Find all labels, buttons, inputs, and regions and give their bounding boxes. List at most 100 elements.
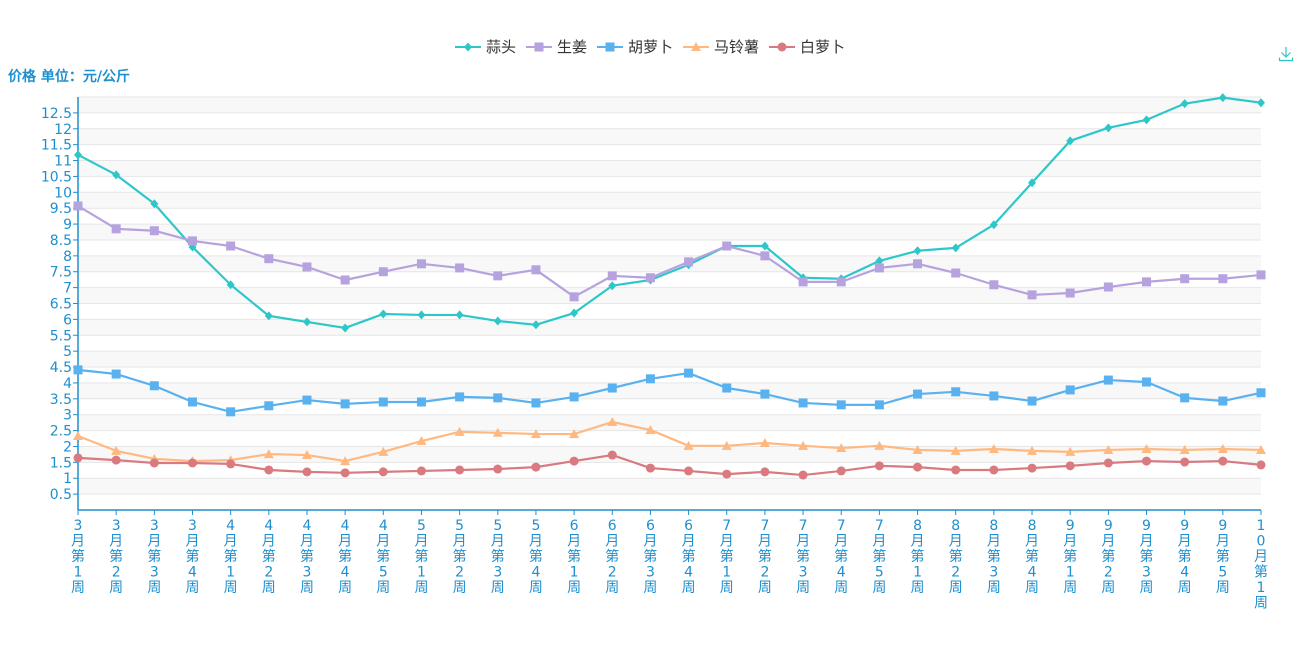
y-tick-label: 3.5: [50, 392, 72, 408]
data-point: [455, 263, 465, 273]
data-point: [760, 241, 769, 251]
data-point: [1027, 396, 1037, 406]
data-point: [264, 465, 274, 475]
series-line: [77, 368, 1262, 413]
x-tick-label: 8 月第 4 周: [1025, 518, 1039, 596]
data-point: [951, 465, 961, 475]
grid-band: [78, 351, 1261, 368]
data-point: [645, 273, 655, 283]
data-point: [1028, 178, 1037, 188]
x-tick-label: 7 月第 3 周: [796, 518, 810, 596]
x-tick-label: 7 月第 5 周: [872, 518, 886, 596]
data-point: [493, 393, 503, 403]
legend-item[interactable]: 胡萝卜: [596, 36, 673, 57]
data-point: [989, 280, 999, 290]
data-point: [836, 277, 846, 287]
legend-item[interactable]: 马铃薯: [683, 36, 759, 57]
data-point: [416, 259, 426, 269]
data-point: [1257, 98, 1265, 108]
series-line: [77, 420, 1262, 463]
data-point: [875, 256, 884, 266]
y-tick-label: 5.5: [50, 328, 72, 344]
data-point: [608, 281, 617, 291]
series-line: [77, 205, 1262, 298]
data-point: [1142, 115, 1151, 125]
grid-band: [78, 160, 1261, 177]
square-icon: [525, 42, 552, 51]
grid-band: [78, 414, 1261, 431]
data-point: [1256, 270, 1266, 280]
grid-band: [78, 192, 1261, 209]
y-tick-label: 12.5: [41, 106, 72, 122]
data-point: [493, 271, 503, 281]
data-point: [836, 466, 846, 476]
data-point: [913, 389, 923, 399]
data-point: [187, 397, 197, 407]
data-point: [1218, 456, 1228, 466]
data-point: [607, 416, 618, 426]
data-point: [73, 453, 83, 463]
data-point: [684, 368, 694, 378]
data-point: [340, 275, 350, 285]
data-point: [264, 311, 273, 321]
data-point: [1218, 396, 1228, 406]
data-point: [1142, 456, 1152, 466]
data-point: [531, 265, 541, 275]
data-point: [1065, 461, 1075, 471]
data-point: [187, 236, 197, 246]
data-point: [836, 443, 847, 453]
legend-label: 马铃薯: [714, 38, 760, 56]
data-point: [913, 246, 922, 256]
data-point: [874, 400, 884, 410]
y-tick-label: 10: [54, 185, 72, 201]
data-point: [1065, 446, 1076, 456]
data-point: [836, 400, 846, 410]
series-4: [73, 450, 1266, 480]
y-tick-label: 11.5: [41, 138, 72, 154]
data-point: [951, 387, 961, 397]
data-point: [111, 224, 121, 234]
legend-item[interactable]: 生姜: [525, 36, 587, 57]
data-point: [455, 310, 464, 320]
data-point: [1103, 458, 1113, 468]
data-point: [989, 465, 999, 475]
data-point: [570, 308, 579, 318]
x-tick-label: 3 月第 2 周: [109, 518, 123, 596]
data-point: [149, 381, 159, 391]
data-point: [1027, 290, 1037, 300]
data-point: [416, 436, 427, 446]
data-point: [493, 464, 503, 474]
data-point: [340, 456, 351, 466]
grid-band: [78, 97, 1261, 113]
data-point: [569, 292, 579, 302]
x-tick-label: 6 月第 1 周: [567, 518, 581, 596]
x-tick-label: 6 月第 4 周: [682, 518, 696, 596]
data-point: [454, 426, 465, 436]
data-point: [645, 463, 655, 473]
data-point: [1141, 444, 1152, 454]
data-point: [149, 458, 159, 468]
data-point: [645, 424, 656, 434]
legend-item[interactable]: 白萝卜: [769, 36, 845, 57]
data-point: [416, 397, 426, 407]
legend-item[interactable]: 蒜头: [454, 36, 516, 57]
data-point: [760, 251, 770, 261]
grid-band: [78, 128, 1261, 145]
data-point: [417, 310, 426, 320]
series-2: [73, 365, 1266, 417]
data-point: [1142, 377, 1152, 387]
data-point: [226, 407, 236, 417]
x-tick-label: 7 月第 1 周: [720, 518, 734, 596]
legend-label: 胡萝卜: [627, 38, 673, 56]
data-point: [226, 241, 236, 251]
x-tick-label: 5 月第 2 周: [453, 518, 467, 596]
y-tick-label: 0.5: [50, 487, 72, 503]
data-point: [341, 323, 350, 333]
data-point: [760, 389, 770, 399]
legend-label: 白萝卜: [800, 38, 846, 56]
download-icon[interactable]: [1277, 45, 1295, 63]
x-tick-label: 4 月第 2 周: [262, 518, 276, 596]
data-point: [1218, 93, 1227, 103]
data-point: [874, 461, 884, 471]
y-tick-label: 2: [63, 439, 72, 455]
